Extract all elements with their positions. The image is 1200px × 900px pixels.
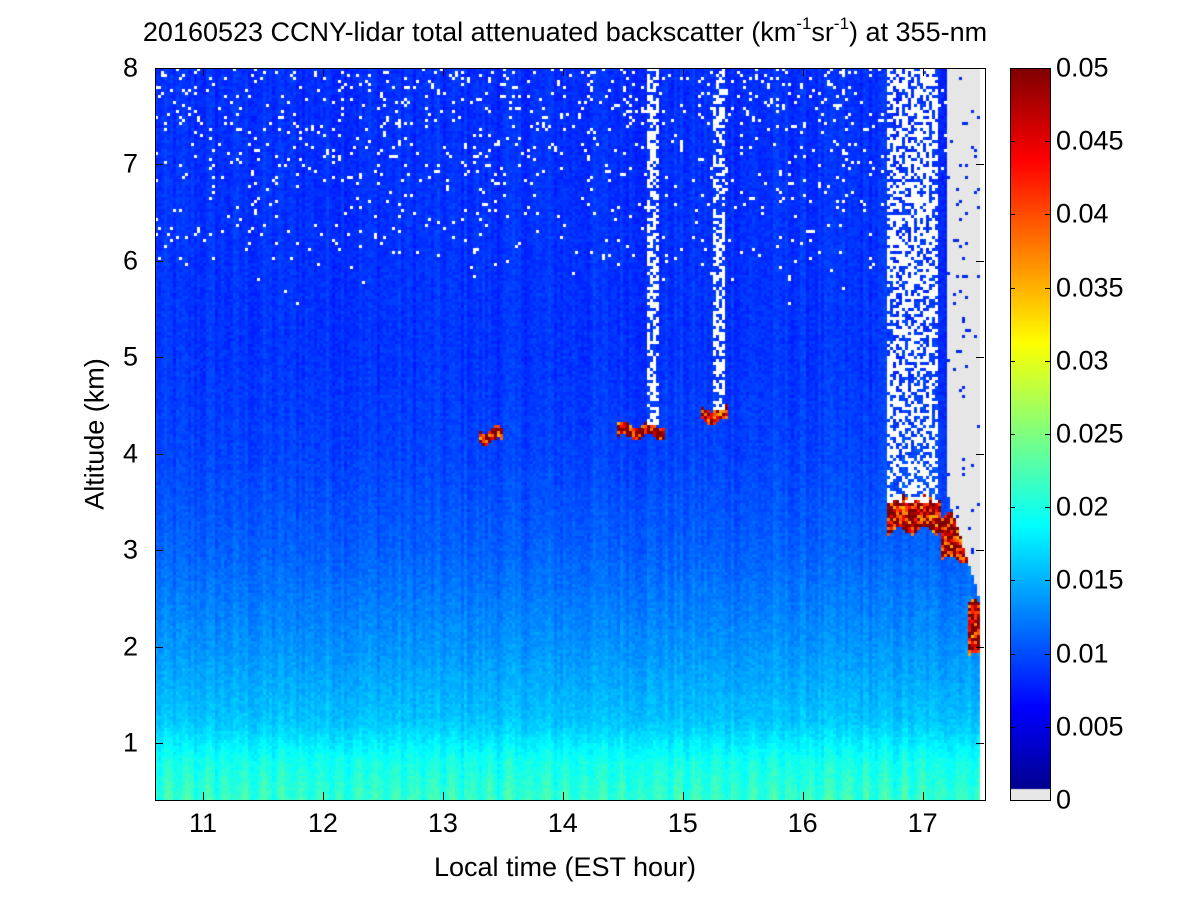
colorbar-tick-mark bbox=[1010, 287, 1015, 289]
x-tick-mark bbox=[682, 792, 684, 800]
x-tick-mark bbox=[922, 68, 924, 76]
colorbar-tick-label: 0.025 bbox=[1056, 418, 1124, 449]
y-tick-mark bbox=[155, 743, 163, 745]
colorbar-tick-mark bbox=[1010, 360, 1015, 362]
x-tick-mark bbox=[442, 68, 444, 76]
colorbar-tick-mark bbox=[1045, 360, 1050, 362]
colorbar-tick-mark bbox=[1010, 507, 1015, 509]
x-tick-label: 15 bbox=[667, 808, 698, 838]
colorbar-tick-label: 0.01 bbox=[1056, 638, 1109, 669]
y-tick-mark bbox=[976, 453, 984, 455]
y-tick-mark bbox=[976, 164, 984, 166]
y-tick-label: 7 bbox=[122, 148, 138, 179]
x-tick-mark bbox=[202, 792, 204, 800]
y-tick-mark bbox=[155, 357, 163, 359]
colorbar-tick-mark bbox=[1045, 287, 1050, 289]
colorbar-tick-label: 0.02 bbox=[1056, 491, 1109, 522]
x-tick-mark bbox=[442, 792, 444, 800]
colorbar-tick-mark bbox=[1045, 141, 1050, 143]
colorbar-tick-mark bbox=[1010, 141, 1015, 143]
x-tick-mark bbox=[322, 792, 324, 800]
x-tick-label: 12 bbox=[307, 808, 338, 838]
y-tick-mark bbox=[976, 260, 984, 262]
x-tick-mark bbox=[802, 792, 804, 800]
y-tick-label: 1 bbox=[122, 727, 138, 758]
y-tick-mark bbox=[155, 550, 163, 552]
title-exponent: -1 bbox=[796, 14, 812, 33]
x-tick-label: 17 bbox=[907, 808, 938, 838]
y-tick-mark bbox=[155, 164, 163, 166]
y-tick-label: 6 bbox=[122, 245, 138, 276]
colorbar-tick-label: 0.05 bbox=[1056, 52, 1109, 83]
colorbar bbox=[1010, 68, 1050, 800]
y-tick-label: 5 bbox=[122, 341, 138, 372]
x-tick-mark bbox=[562, 792, 564, 800]
backscatter-heatmap bbox=[155, 68, 985, 800]
colorbar-tick-mark bbox=[1010, 726, 1015, 728]
title-text: 20160523 CCNY-lidar total attenuated bac… bbox=[142, 17, 797, 47]
colorbar-tick-label: 0.04 bbox=[1056, 198, 1109, 229]
x-tick-label: 13 bbox=[427, 808, 458, 838]
x-tick-mark bbox=[922, 792, 924, 800]
colorbar-tick-label: 0.045 bbox=[1056, 125, 1124, 156]
colorbar-tick-mark bbox=[1045, 653, 1050, 655]
y-tick-label: 4 bbox=[122, 438, 138, 469]
colorbar-tick-mark bbox=[1045, 726, 1050, 728]
x-tick-mark bbox=[202, 68, 204, 76]
x-tick-label: 16 bbox=[787, 808, 818, 838]
title-text: ) at 355-nm bbox=[849, 17, 988, 47]
colorbar-tick-label: 0 bbox=[1056, 784, 1072, 815]
colorbar-tick-mark bbox=[1045, 68, 1050, 69]
y-tick-label: 2 bbox=[122, 631, 138, 662]
x-tick-mark bbox=[322, 68, 324, 76]
x-tick-mark bbox=[802, 68, 804, 76]
colorbar-tick-mark bbox=[1010, 653, 1015, 655]
colorbar-tick-mark bbox=[1045, 580, 1050, 582]
y-tick-mark bbox=[976, 550, 984, 552]
axes-box bbox=[155, 68, 986, 801]
x-tick-label: 14 bbox=[547, 808, 578, 838]
colorbar-tick-mark bbox=[1045, 507, 1050, 509]
colorbar-tick-label: 0.005 bbox=[1056, 711, 1124, 742]
y-tick-mark bbox=[976, 357, 984, 359]
y-tick-mark bbox=[155, 646, 163, 648]
y-tick-label: 3 bbox=[122, 534, 138, 565]
x-tick-mark bbox=[562, 68, 564, 76]
colorbar-tick-mark bbox=[1010, 214, 1015, 216]
colorbar-tick-mark bbox=[1010, 434, 1015, 435]
y-tick-mark bbox=[155, 453, 163, 455]
y-tick-label: 8 bbox=[122, 52, 138, 83]
colorbar-tick-label: 0.03 bbox=[1056, 345, 1109, 376]
chart-title: 20160523 CCNY-lidar total attenuated bac… bbox=[0, 14, 1130, 48]
y-tick-mark bbox=[976, 743, 984, 745]
colorbar-tick-mark bbox=[1045, 214, 1050, 216]
colorbar-tick-label: 0.015 bbox=[1056, 564, 1124, 595]
y-tick-mark bbox=[976, 68, 984, 69]
title-text: sr bbox=[811, 17, 834, 47]
colorbar-tick-mark bbox=[1010, 68, 1015, 69]
title-exponent: -1 bbox=[833, 14, 850, 33]
x-tick-label: 11 bbox=[188, 808, 217, 838]
y-tick-mark bbox=[976, 646, 984, 648]
y-tick-mark bbox=[155, 260, 163, 262]
colorbar-tick-mark bbox=[1010, 800, 1015, 801]
x-axis-label: Local time (EST hour) bbox=[433, 852, 697, 882]
y-tick-mark bbox=[155, 68, 163, 69]
y-axis-label: Altitude (km) bbox=[79, 358, 110, 510]
colorbar-tick-mark bbox=[1045, 800, 1050, 801]
colorbar-tick-mark bbox=[1045, 434, 1050, 435]
colorbar-tick-label: 0.035 bbox=[1056, 272, 1124, 303]
colorbar-tick-mark bbox=[1010, 580, 1015, 582]
plot-area bbox=[155, 68, 985, 800]
x-tick-mark bbox=[682, 68, 684, 76]
